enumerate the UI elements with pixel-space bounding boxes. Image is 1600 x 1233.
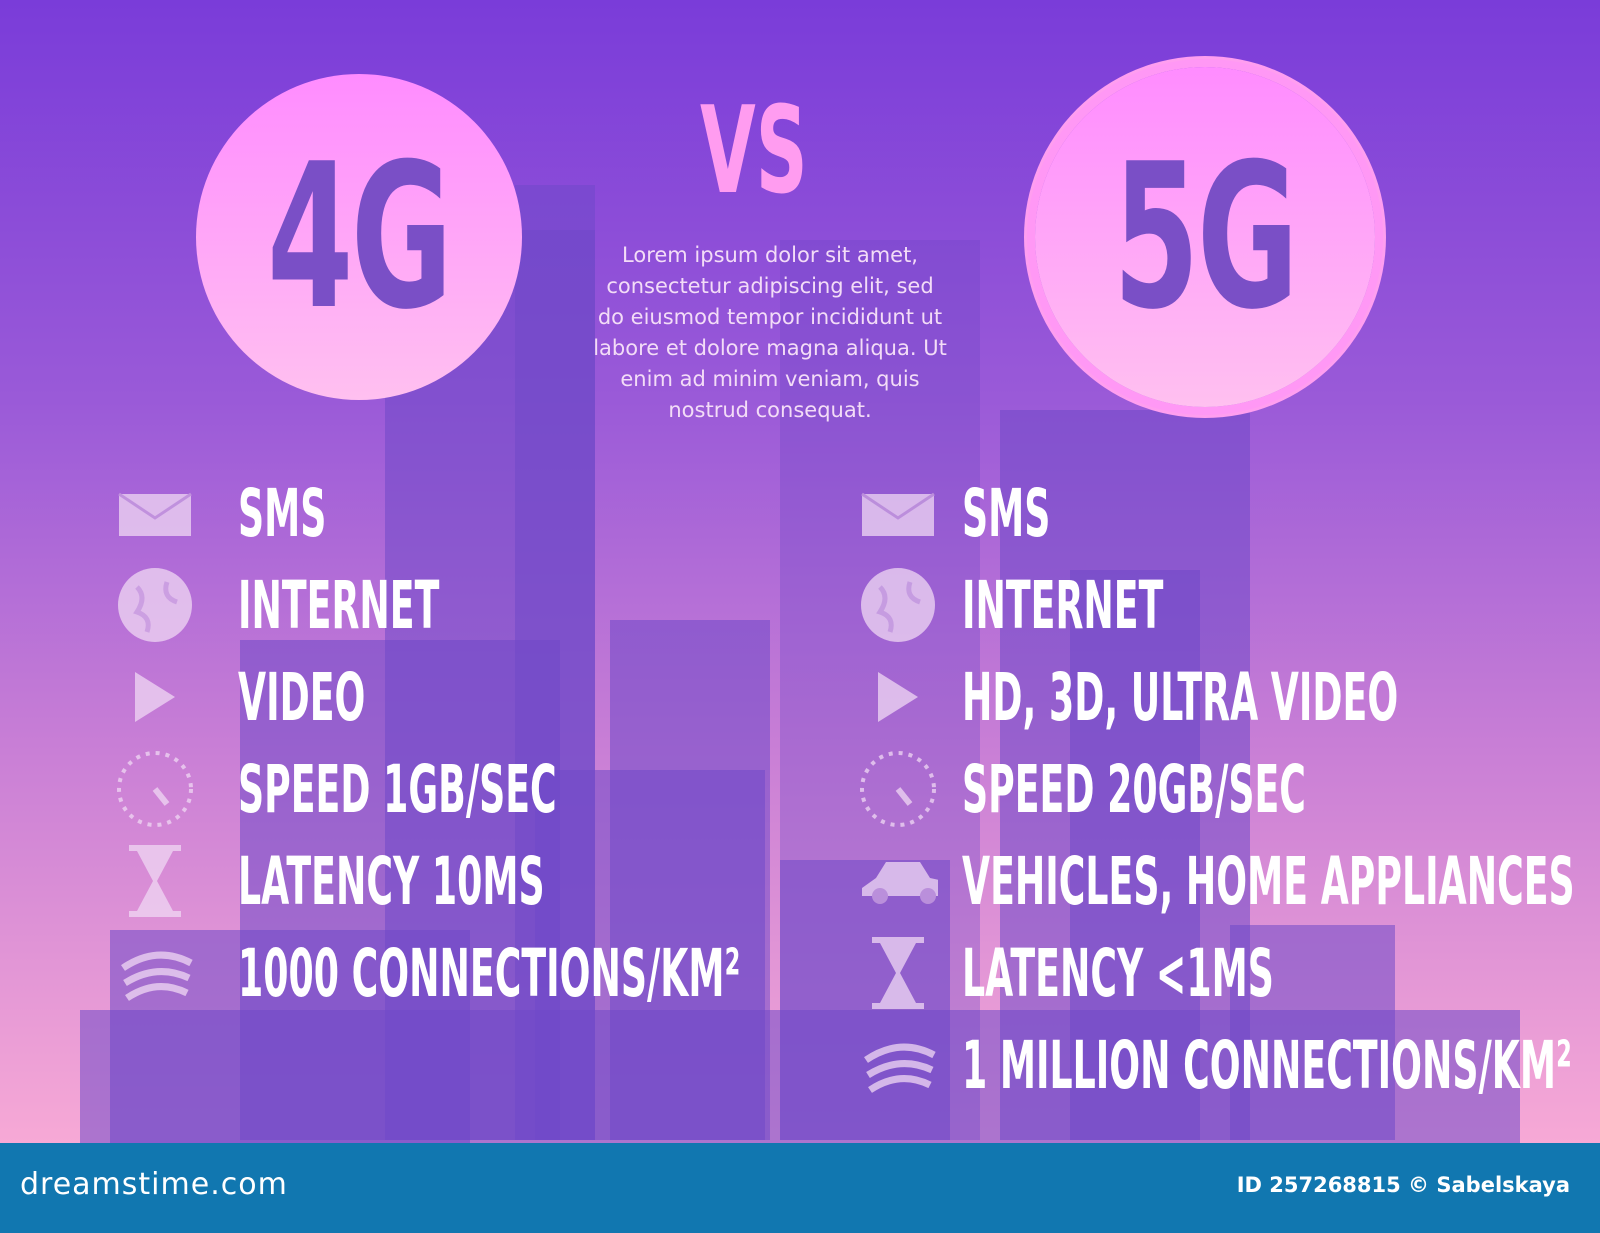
feature-row: SMS xyxy=(858,473,1123,553)
feature-row: SPEED 1GB/SEC xyxy=(115,749,817,829)
feature-row: SPEED 20GB/SEC xyxy=(858,749,1587,829)
feature-row: VEHICLES, HOME APPLIANCES xyxy=(858,841,1600,921)
feature-row: HD, 3D, ULTRA VIDEO xyxy=(858,657,1600,737)
infographic: 4G 5G VS Lorem ipsum dolor sit amet, con… xyxy=(0,0,1600,1143)
feature-label: SPEED 20GB/SEC xyxy=(962,750,1306,828)
feature-label: 1000 CONNECTIONS/KM² xyxy=(238,934,741,1012)
feature-row: LATENCY <1MS xyxy=(858,933,1529,1013)
4g-circle: 4G xyxy=(196,74,522,400)
feature-label: SMS xyxy=(962,474,1051,552)
hourglass-icon xyxy=(115,841,195,921)
signal-icon xyxy=(115,933,195,1013)
5g-circle: 5G xyxy=(1035,67,1375,407)
feature-label: LATENCY <1MS xyxy=(962,934,1274,1012)
envelope-icon xyxy=(858,473,938,553)
feature-label: SMS xyxy=(238,474,327,552)
play-icon xyxy=(858,657,938,737)
feature-label: LATENCY 10MS xyxy=(238,842,545,920)
feature-row: SMS xyxy=(115,473,399,553)
feature-label: 1 MILLION CONNECTIONS/KM² xyxy=(962,1026,1572,1104)
feature-label: INTERNET xyxy=(238,566,440,644)
feature-row: VIDEO xyxy=(115,657,470,737)
globe-icon xyxy=(858,565,938,645)
description-text: Lorem ipsum dolor sit amet, consectetur … xyxy=(593,243,947,422)
feature-label: VEHICLES, HOME APPLIANCES xyxy=(962,842,1575,920)
building xyxy=(535,770,765,1140)
feature-label: SPEED 1GB/SEC xyxy=(238,750,557,828)
5g-label: 5G xyxy=(1113,120,1299,354)
speedometer-icon xyxy=(115,749,195,829)
feature-row: INTERNET xyxy=(858,565,1328,645)
4g-label: 4G xyxy=(267,120,453,354)
speedometer-icon xyxy=(858,749,938,829)
feature-row: 1000 CONNECTIONS/KM² xyxy=(115,933,1152,1013)
feature-row: 1 MILLION CONNECTIONS/KM² xyxy=(858,1025,1600,1105)
play-icon xyxy=(115,657,195,737)
car-icon xyxy=(858,841,938,921)
envelope-icon xyxy=(115,473,195,553)
feature-label: INTERNET xyxy=(962,566,1164,644)
feature-row: LATENCY 10MS xyxy=(115,841,796,921)
feature-label: HD, 3D, ULTRA VIDEO xyxy=(962,658,1399,736)
building xyxy=(780,860,950,1140)
hourglass-icon xyxy=(858,933,938,1013)
globe-icon xyxy=(115,565,195,645)
vs-label: VS xyxy=(700,82,808,221)
footer-bar: dreamstime.com ID 257268815 © Sabelskaya xyxy=(0,1143,1600,1233)
feature-label: VIDEO xyxy=(238,658,366,736)
image-credit: ID 257268815 © Sabelskaya xyxy=(1236,1173,1570,1197)
feature-row: INTERNET xyxy=(115,565,604,645)
building xyxy=(1070,570,1200,1140)
dreamstime-logo[interactable]: dreamstime.com xyxy=(20,1167,288,1202)
signal-icon xyxy=(858,1025,938,1105)
building xyxy=(1230,925,1395,1140)
